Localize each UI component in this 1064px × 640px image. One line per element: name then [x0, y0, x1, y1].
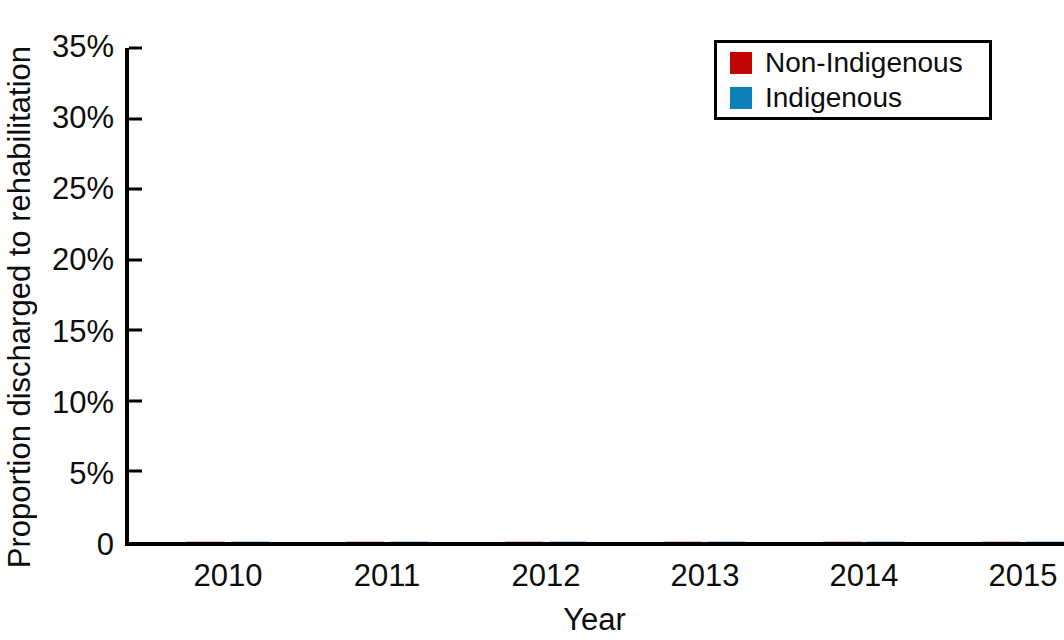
- bar-2010-non-indigenous: [187, 541, 225, 542]
- bar-group-2010: 2010: [187, 541, 269, 542]
- bar-chart: Proportion discharged to rehabilitation …: [0, 0, 1064, 640]
- y-axis-tick-label: 0: [97, 527, 114, 563]
- y-axis-tick-label: 5%: [69, 456, 114, 492]
- bar-2014-non-indigenous: [823, 541, 861, 542]
- bar-group-2015: 2015: [982, 541, 1064, 542]
- x-axis-tick-label: 2015: [989, 558, 1058, 594]
- legend-label: Indigenous: [765, 84, 902, 112]
- y-axis-tick-label: 10%: [52, 385, 114, 421]
- x-axis-tick-label: 2013: [671, 558, 740, 594]
- bar-2011-indigenous: [390, 541, 428, 542]
- plot-area: 2010 2011 2012 2013 2014 2015: [125, 48, 1064, 546]
- y-axis-tick-label: 25%: [52, 172, 114, 208]
- y-axis-tick-label: 35%: [52, 29, 114, 65]
- bar-2015-indigenous: [1026, 541, 1064, 542]
- bar-2013-indigenous: [708, 541, 746, 542]
- legend-swatch-icon: [730, 52, 752, 74]
- bar-group-2013: 2013: [664, 541, 746, 542]
- y-axis-tick-label: 20%: [52, 243, 114, 279]
- y-axis-tick-label: 15%: [52, 314, 114, 350]
- x-axis-tick-label: 2011: [354, 558, 421, 594]
- bar-groups: 2010 2011 2012 2013 2014 2015: [129, 48, 1064, 542]
- bar-2010-indigenous: [231, 541, 269, 542]
- legend-label: Non-Indigenous: [765, 49, 963, 77]
- bar-2014-indigenous: [867, 541, 905, 542]
- bar-group-2011: 2011: [346, 541, 428, 542]
- bar-group-2012: 2012: [505, 541, 587, 542]
- x-axis-tick-label: 2014: [830, 558, 899, 594]
- y-axis-tick-labels: 35%30%25%20%15%10%5%0: [0, 48, 114, 546]
- x-axis-tick-label: 2010: [194, 558, 263, 594]
- bar-2012-indigenous: [549, 541, 587, 542]
- legend-row: Non-Indigenous: [730, 50, 989, 76]
- x-axis-tick-label: 2012: [512, 558, 581, 594]
- bar-2012-non-indigenous: [505, 541, 543, 542]
- bar-2015-non-indigenous: [982, 541, 1020, 542]
- bar-2011-non-indigenous: [346, 541, 384, 542]
- legend-swatch-icon: [730, 87, 752, 109]
- bar-2013-non-indigenous: [664, 541, 702, 542]
- x-axis-title: Year: [125, 602, 1064, 638]
- bar-group-2014: 2014: [823, 541, 905, 542]
- y-axis-tick-label: 30%: [52, 100, 114, 136]
- legend: Non-Indigenous Indigenous: [714, 40, 992, 120]
- legend-row: Indigenous: [730, 85, 989, 111]
